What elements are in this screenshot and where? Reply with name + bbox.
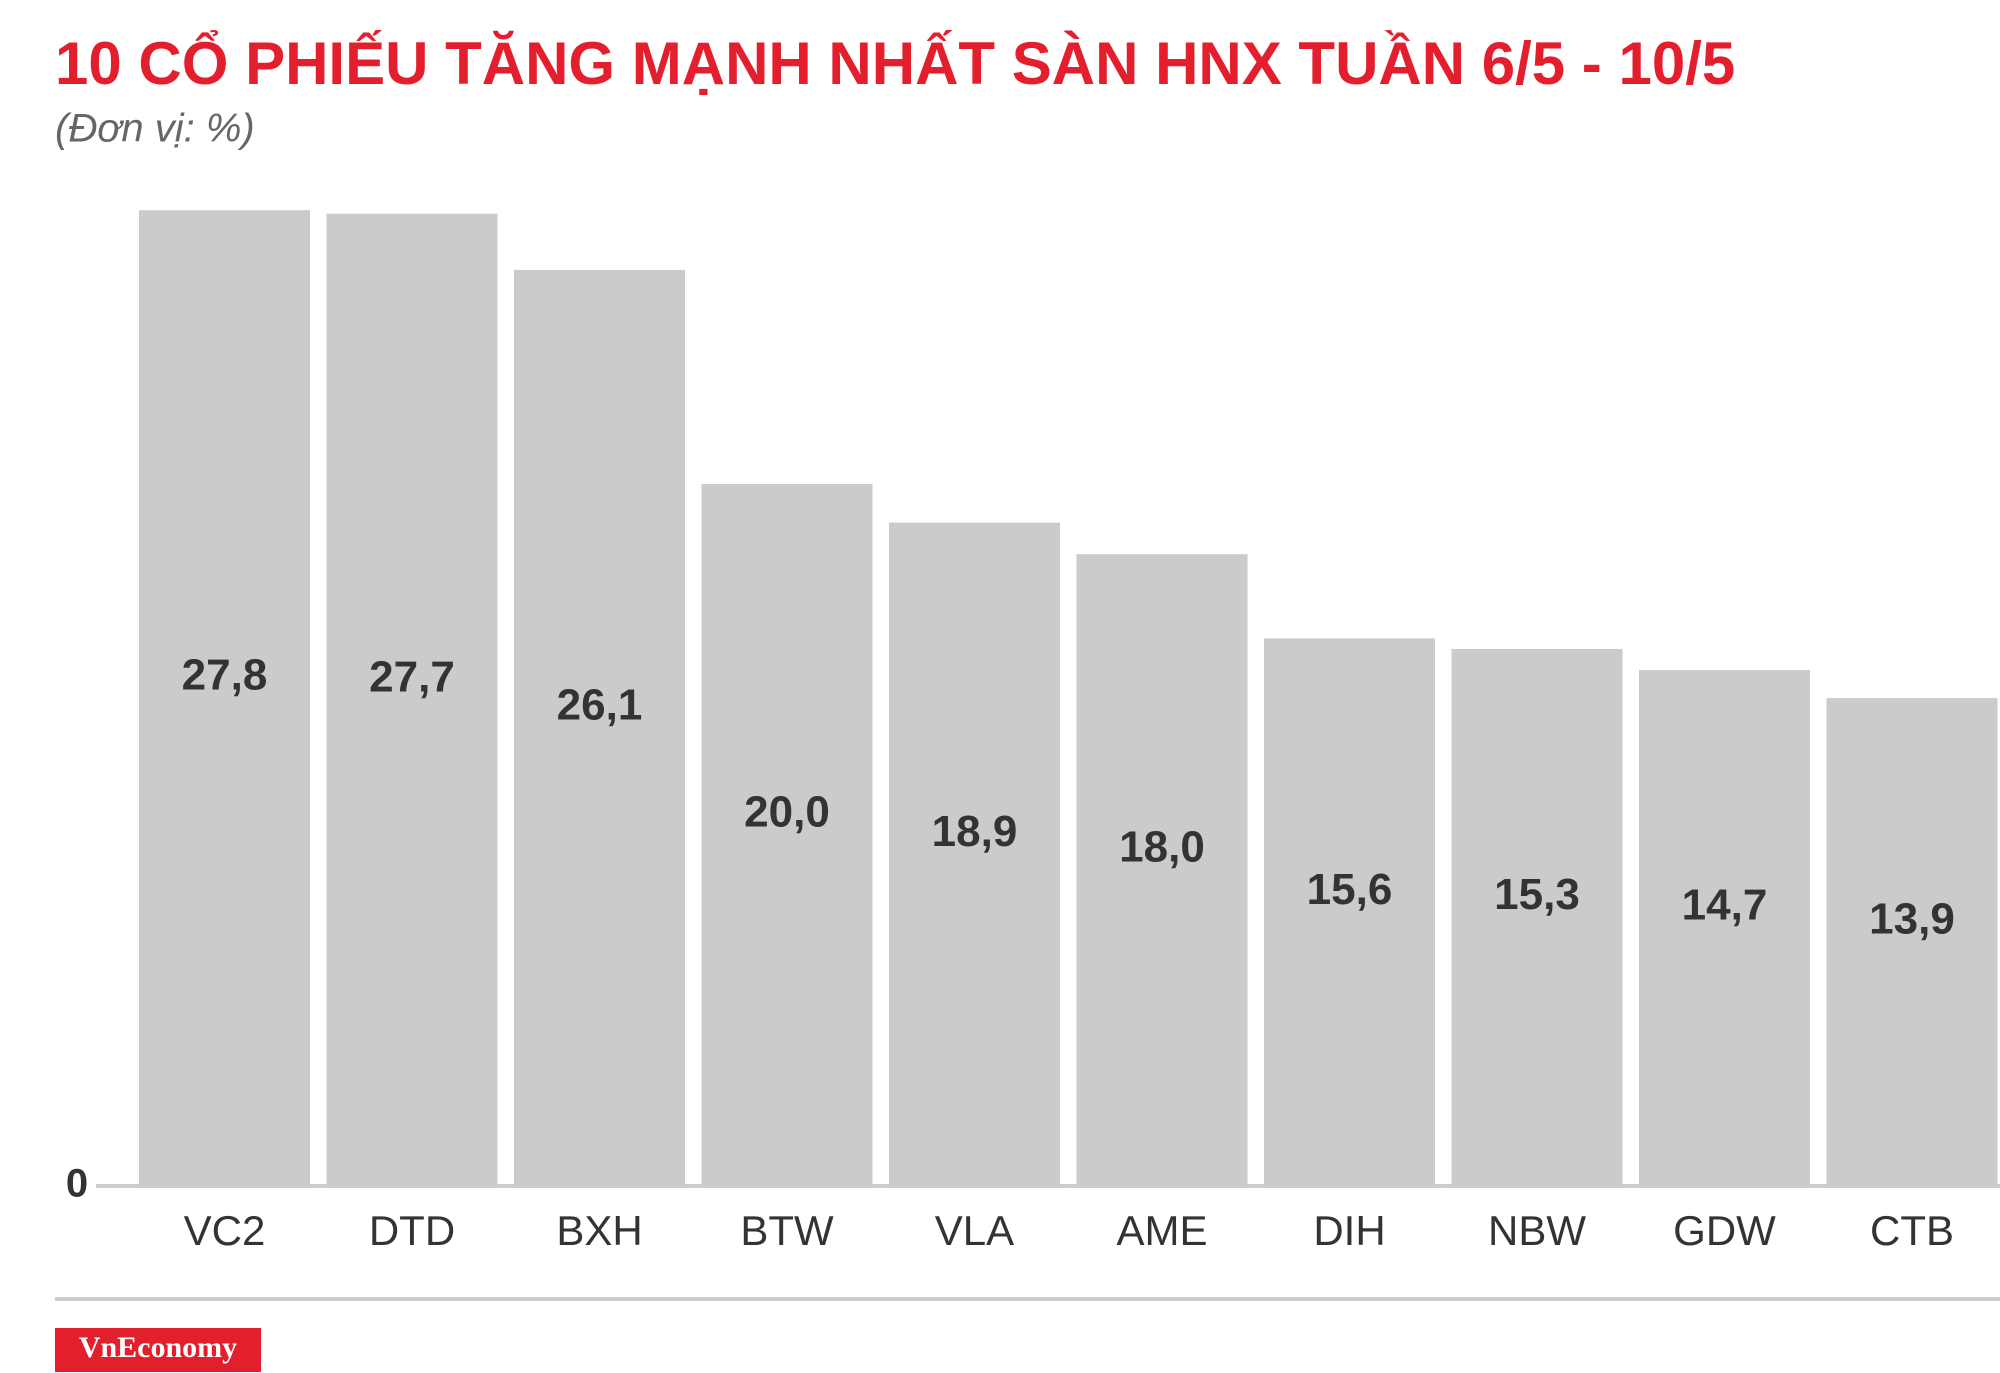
bar bbox=[1264, 638, 1435, 1186]
bar bbox=[1639, 670, 1810, 1186]
x-tick-label: VLA bbox=[935, 1207, 1014, 1254]
bar bbox=[1076, 554, 1248, 1186]
value-label: 26,1 bbox=[557, 681, 643, 730]
x-tick-label: GDW bbox=[1673, 1207, 1776, 1254]
bar bbox=[139, 210, 310, 1187]
value-label: 27,8 bbox=[182, 651, 268, 700]
y-tick-label: 0 bbox=[66, 1162, 88, 1206]
value-label: 18,9 bbox=[932, 807, 1018, 856]
chart-title: 10 CỔ PHIẾU TĂNG MẠNH NHẤT SÀN HNX TUẦN … bbox=[55, 30, 1735, 97]
value-label: 27,7 bbox=[369, 652, 455, 701]
x-tick-label: DTD bbox=[369, 1207, 455, 1254]
chart-subtitle: (Đơn vị: %) bbox=[55, 107, 255, 151]
x-tick-label: BXH bbox=[556, 1207, 642, 1254]
value-label: 13,9 bbox=[1869, 895, 1955, 944]
x-tick-label: VC2 bbox=[184, 1207, 266, 1254]
bar bbox=[1451, 648, 1623, 1186]
bar bbox=[701, 484, 873, 1186]
value-label: 15,3 bbox=[1494, 870, 1580, 919]
value-label: 15,6 bbox=[1307, 865, 1393, 914]
value-label: 20,0 bbox=[744, 788, 830, 837]
x-tick-label: DIH bbox=[1313, 1207, 1385, 1254]
bar bbox=[1826, 698, 1998, 1186]
brand-box bbox=[55, 1328, 261, 1372]
bar bbox=[326, 213, 498, 1187]
bar bbox=[889, 522, 1060, 1186]
x-tick-label: NBW bbox=[1488, 1207, 1586, 1254]
value-label: 14,7 bbox=[1682, 881, 1768, 930]
x-tick-label: AME bbox=[1116, 1207, 1207, 1254]
brand-text: VnEconomy bbox=[79, 1331, 237, 1364]
bar bbox=[514, 269, 685, 1186]
value-label: 18,0 bbox=[1119, 823, 1205, 872]
x-tick-label: BTW bbox=[740, 1207, 834, 1254]
x-tick-label: CTB bbox=[1870, 1207, 1954, 1254]
